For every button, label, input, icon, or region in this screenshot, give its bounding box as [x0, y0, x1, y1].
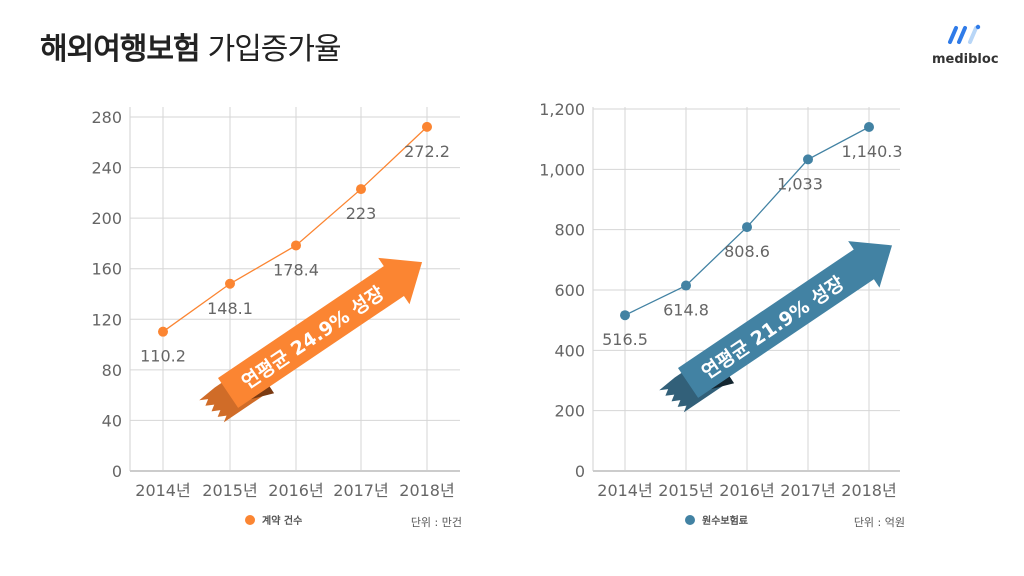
y-tick-label: 0 [575, 462, 585, 481]
data-point [803, 154, 813, 165]
data-point [356, 184, 366, 195]
data-label: 223 [346, 204, 377, 223]
ribbon-band [218, 257, 423, 408]
data-label: 1,140.3 [841, 142, 902, 161]
ribbon-band [678, 241, 893, 398]
y-tick-label: 80 [102, 361, 122, 380]
data-label: 272.2 [404, 142, 450, 161]
x-tick-label: 2014년 [597, 481, 652, 500]
medibloc-logo-icon [948, 24, 981, 44]
y-tick-label: 200 [554, 402, 585, 421]
y-tick-label: 160 [91, 260, 122, 279]
y-tick-label: 600 [554, 281, 585, 300]
data-point [742, 222, 752, 233]
y-tick-label: 1,000 [539, 160, 585, 179]
logo-dot [975, 24, 981, 30]
data-point [422, 121, 432, 132]
grid [129, 107, 460, 472]
y-tick-label: 0 [112, 462, 122, 481]
x-tick-label: 2018년 [399, 481, 454, 500]
data-label: 614.8 [663, 301, 709, 320]
x-tick-label: 2016년 [268, 481, 323, 500]
data-point [620, 310, 630, 321]
x-tick-label: 2017년 [780, 481, 835, 500]
x-tick-label: 2017년 [333, 481, 388, 500]
legend-marker [685, 515, 695, 525]
x-tick-label: 2015년 [658, 481, 713, 500]
data-point [291, 240, 301, 251]
logo-stroke-2 [957, 26, 967, 44]
legend-marker [245, 515, 255, 525]
y-tick-label: 280 [91, 108, 122, 127]
legend-label: 계약 건수 [262, 514, 302, 527]
ribbon-text: 연평균 21.9% 성장 [698, 272, 849, 384]
y-tick-label: 120 [91, 310, 122, 329]
x-tick-label: 2018년 [841, 481, 896, 500]
logo-stroke-1 [948, 26, 958, 44]
unit-label: 단위 : 억원 [854, 516, 905, 529]
logo-stroke-3 [968, 26, 978, 44]
x-tick-label: 2016년 [719, 481, 774, 500]
data-label: 148.1 [207, 299, 253, 318]
y-tick-label: 40 [102, 411, 122, 430]
data-label: 808.6 [724, 242, 770, 261]
medibloc-logo: medibloc [932, 22, 999, 78]
unit-label: 단위 : 만건 [411, 516, 462, 529]
title-bold: 해외여행보험 [40, 32, 201, 67]
data-point [864, 122, 874, 133]
title-light: 가입증가율 [207, 32, 342, 67]
y-tick-label: 200 [91, 209, 122, 228]
data-label: 178.4 [273, 260, 319, 279]
data-label: 110.2 [140, 347, 186, 366]
data-point [681, 280, 691, 291]
data-label: 516.5 [602, 330, 648, 349]
data-point [225, 278, 235, 289]
y-tick-label: 800 [554, 221, 585, 240]
legend-label: 원수보험료 [702, 514, 748, 527]
y-tick-label: 240 [91, 159, 122, 178]
x-tick-label: 2014년 [135, 481, 190, 500]
y-tick-label: 1,200 [539, 100, 585, 119]
x-tick-label: 2015년 [202, 481, 257, 500]
page-title: 해외여행보험 가입증가율 [40, 24, 342, 68]
y-tick-label: 400 [554, 341, 585, 360]
data-label: 1,033 [777, 174, 823, 193]
data-point [158, 326, 168, 337]
logo-text: medibloc [932, 52, 999, 67]
